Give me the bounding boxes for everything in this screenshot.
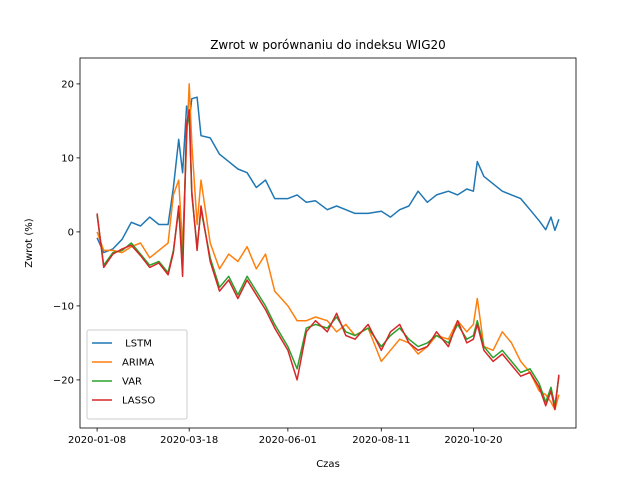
y-axis-label: Zwrot (%) [24,218,35,268]
y-axis-ticks: −20 −10 0 10 20 [53,79,80,386]
legend-label: ARIMA [122,358,154,369]
legend-label: LASSO [122,396,155,407]
legend-label: VAR [122,377,142,388]
series-line-3 [96,109,560,411]
legend-label: LSTM [122,339,152,350]
chart-title: Zwrot w porównaniu do indeksu WIG20 [210,38,446,52]
y-tick-label: 10 [61,153,74,164]
y-tick-label: 20 [61,79,74,90]
x-tick-label: 2020-08-11 [352,435,410,446]
y-tick-label: 0 [68,227,74,238]
x-axis-label: Czas [316,459,340,470]
series-line-0 [96,96,560,254]
series-line-1 [96,83,560,411]
y-tick-label: −10 [53,301,74,312]
plot-frame [79,57,577,429]
x-tick-label: 2020-03-18 [160,435,218,446]
x-tick-label: 2020-10-20 [444,435,502,446]
x-tick-label: 2020-06-01 [259,435,317,446]
series-group [96,83,560,411]
legend-box [86,329,188,420]
x-tick-label: 2020-01-08 [68,435,126,446]
legend: LSTM ARIMA VAR LASSO [86,329,188,420]
x-axis-ticks: 2020-01-08 2020-03-18 2020-06-01 2020-08-11… [68,428,502,446]
y-tick-label: −20 [53,375,74,386]
